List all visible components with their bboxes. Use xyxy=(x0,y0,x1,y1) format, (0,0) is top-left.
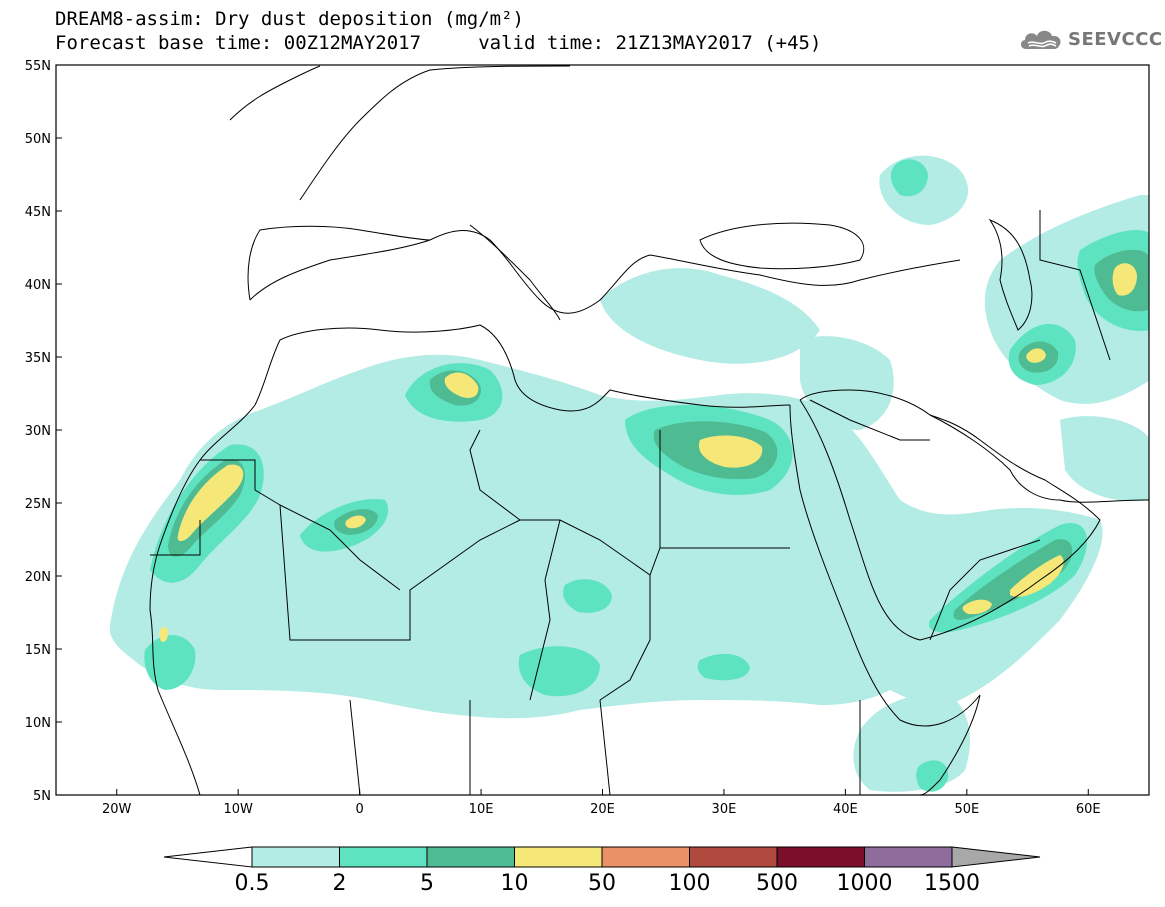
seevccc-logo: SEEVCCC xyxy=(1018,26,1163,52)
colorbar-label: 1000 xyxy=(837,871,893,896)
y-tick-label: 10N xyxy=(25,716,51,731)
colorbar-over-triangle xyxy=(951,846,1041,868)
colorbar-label: 10 xyxy=(501,871,529,896)
colorbar-label: 1500 xyxy=(924,871,980,896)
colorbar-under-triangle xyxy=(163,846,253,868)
colorbar: 0.5 2 5 10 50 100 500 1000 1500 xyxy=(163,846,1041,896)
colorbar-label: 2 xyxy=(333,871,347,896)
x-tick-label: 40E xyxy=(833,802,858,817)
dust-level-0-5 xyxy=(109,155,1149,792)
colorbar-segment xyxy=(864,846,953,868)
x-tick-label: 30E xyxy=(712,802,737,817)
y-tick-label: 40N xyxy=(25,278,51,293)
colorbar-label: 100 xyxy=(669,871,711,896)
logo-text: SEEVCCC xyxy=(1068,28,1163,50)
x-tick-label: 20E xyxy=(590,802,615,817)
x-tick-label: 50E xyxy=(954,802,979,817)
dust-level-10 xyxy=(159,263,1137,643)
colorbar-segment xyxy=(514,846,603,868)
colorbar-segment xyxy=(339,846,428,868)
y-axis: 55N 50N 45N 40N 35N 30N 25N 20N 15N 10N 5N xyxy=(25,59,62,804)
y-tick-label: 30N xyxy=(25,424,51,439)
y-tick-label: 50N xyxy=(25,132,51,147)
colorbar-segment xyxy=(776,846,865,868)
coastlines xyxy=(149,65,1149,795)
y-tick-label: 20N xyxy=(25,570,51,585)
x-tick-label: 20W xyxy=(102,802,132,817)
y-tick-label: 55N xyxy=(25,59,51,74)
y-tick-label: 25N xyxy=(25,497,51,512)
colorbar-segment xyxy=(251,846,340,868)
x-tick-label: 10E xyxy=(469,802,494,817)
y-tick-label: 35N xyxy=(25,351,51,366)
colorbar-label: 50 xyxy=(588,871,616,896)
cloud-logo-icon xyxy=(1020,30,1061,49)
colorbar-segment xyxy=(601,846,690,868)
colorbar-label: 0.5 xyxy=(235,871,270,896)
x-tick-label: 60E xyxy=(1076,802,1101,817)
x-tick-label: 0 xyxy=(355,802,363,817)
x-tick-label: 10W xyxy=(223,802,253,817)
y-tick-label: 15N xyxy=(25,643,51,658)
y-tick-label: 5N xyxy=(33,789,51,804)
y-tick-label: 45N xyxy=(25,205,51,220)
colorbar-label: 500 xyxy=(756,871,798,896)
colorbar-label: 5 xyxy=(420,871,434,896)
chart-title-line2: Forecast base time: 00Z12MAY2017 valid t… xyxy=(55,32,822,54)
colorbar-segment xyxy=(689,846,778,868)
chart-title-line1: DREAM8-assim: Dry dust deposition (mg/m²… xyxy=(55,8,524,30)
dust-field xyxy=(109,155,1149,792)
x-axis: 20W 10W 0 10E 20E 30E 40E 50E 60E xyxy=(102,789,1101,817)
colorbar-segment xyxy=(426,846,515,868)
